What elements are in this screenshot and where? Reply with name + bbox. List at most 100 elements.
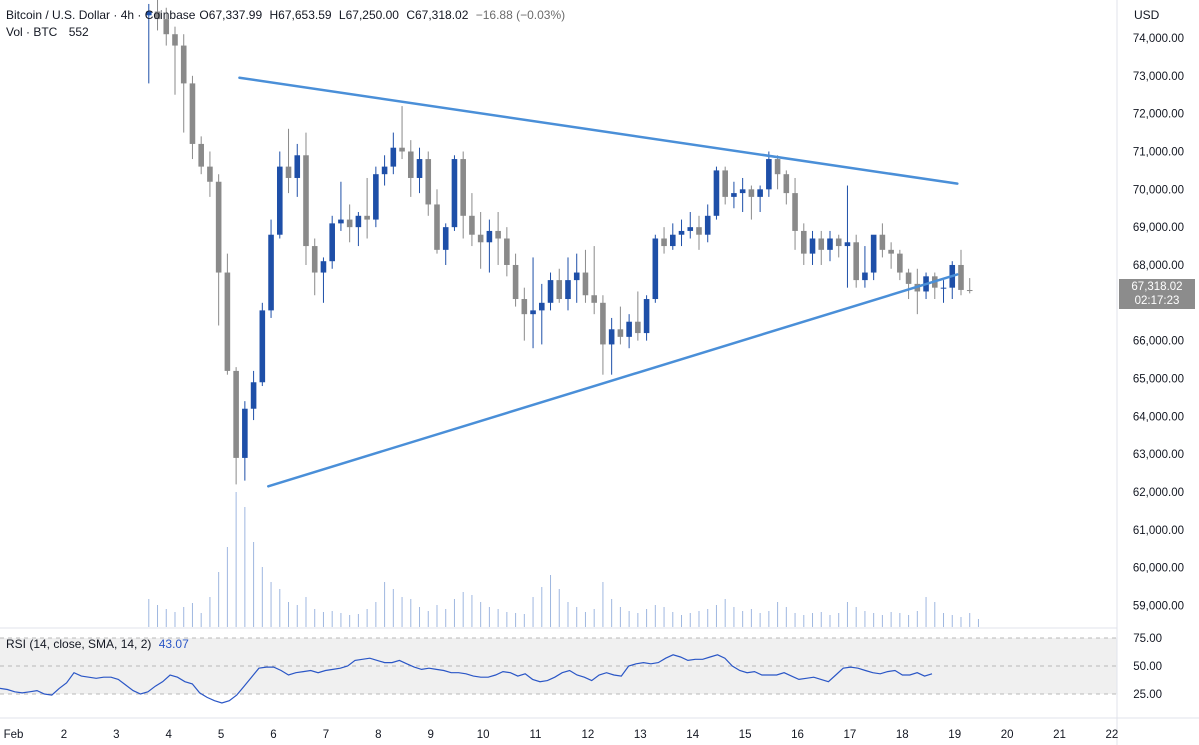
time-tick-label: 5 (218, 729, 224, 741)
candle (294, 143, 301, 197)
volume-bar (960, 617, 962, 627)
rsi-tick-label: 75.00 (1133, 633, 1162, 645)
rsi-label[interactable]: RSI (14, close, SMA, 14, 2) (6, 637, 152, 651)
countdown-timer: 02:17:23 (1134, 295, 1180, 307)
volume-bar (322, 612, 324, 627)
candle (731, 181, 737, 209)
candle (669, 223, 676, 250)
candle-body (827, 238, 833, 250)
candle-body (757, 189, 763, 197)
volume-bar (349, 615, 351, 627)
volume-bar (366, 609, 368, 627)
candle-body (783, 174, 790, 194)
candle-body (469, 215, 475, 235)
candle (215, 174, 222, 326)
candle-body (530, 310, 536, 315)
candle (635, 291, 641, 341)
volume-bar (392, 589, 394, 627)
price-tick-label: 71,000.00 (1133, 146, 1184, 158)
trendline-layer[interactable] (238, 76, 959, 488)
candle-body (774, 159, 781, 175)
high-value: 67,653.59 (278, 8, 332, 22)
volume-bar (200, 613, 202, 627)
candle-body (189, 83, 196, 144)
volume-bar (934, 602, 936, 627)
candle (966, 278, 973, 294)
candle-body (303, 155, 309, 247)
candle-body (617, 329, 624, 337)
candle-layer[interactable] (145, 0, 973, 485)
volume-bar (663, 607, 665, 627)
candle-body (652, 238, 659, 300)
candle (303, 132, 309, 265)
volume-bar (576, 607, 578, 627)
candle (355, 212, 362, 247)
volume-bar (803, 615, 805, 627)
candle (573, 253, 580, 303)
candle (704, 204, 711, 243)
volume-bar (471, 595, 473, 627)
lower-trendline (267, 273, 959, 488)
candle (329, 215, 335, 269)
time-tick-label: 8 (375, 729, 381, 741)
candle-body (870, 234, 877, 273)
candle-body (678, 230, 685, 235)
candle (940, 280, 947, 303)
time-tick-label: 22 (1106, 729, 1119, 741)
candle (643, 295, 650, 341)
candle (608, 317, 615, 375)
candle-body (285, 166, 292, 178)
volume-bar (742, 611, 744, 627)
currency-button[interactable]: USD (1134, 8, 1160, 22)
rsi-pane[interactable]: 75.00 50.00 25.00 (0, 627, 1162, 704)
volume-bar (532, 597, 534, 627)
candle (338, 181, 344, 231)
candle-body (853, 242, 859, 281)
price-tick-label: 73,000.00 (1133, 71, 1184, 83)
high-label: H (269, 8, 279, 22)
volume-bar (331, 611, 333, 627)
candle (268, 219, 274, 318)
volume-bar (410, 599, 412, 627)
candle (189, 75, 196, 160)
candle-body (180, 45, 187, 84)
candle-body (556, 280, 563, 300)
time-axis[interactable]: Feb 2 3 4 5 6 7 8 9 10 11 12 13 14 15 16 17 18 19 20 21 22 (0, 717, 1199, 741)
volume-bar (305, 597, 307, 627)
candle-body (154, 11, 161, 20)
volume-label[interactable]: Vol · BTC (6, 25, 58, 39)
candle-body (844, 242, 851, 247)
candle (154, 0, 161, 31)
candle-body (477, 234, 484, 243)
candle (835, 234, 842, 258)
volume-bar (235, 492, 237, 627)
rsi-line (0, 654, 933, 704)
volume-bar (375, 602, 377, 627)
candle (399, 106, 405, 160)
candle (600, 295, 606, 375)
candle-body (940, 287, 947, 289)
volume-bar (419, 607, 421, 627)
price-tick-label: 74,000.00 (1133, 33, 1184, 45)
candle (486, 219, 493, 273)
volume-bar (453, 599, 455, 627)
candle (617, 306, 624, 345)
volume-bar (593, 609, 595, 627)
volume-bar (427, 611, 429, 627)
symbol-title[interactable]: Bitcoin / U.S. Dollar · 4h · Coinbase (6, 8, 196, 22)
volume-bar (777, 602, 779, 627)
volume-bar (523, 614, 525, 627)
time-tick-label: Feb (4, 729, 24, 741)
candle (538, 283, 545, 345)
volume-bar (436, 605, 438, 627)
candle (591, 246, 597, 315)
candle-body (591, 295, 597, 303)
price-tick-label: 68,000.00 (1133, 260, 1184, 272)
volume-bar (969, 613, 971, 627)
volume-bar (951, 615, 953, 627)
volume-bar (462, 592, 464, 627)
time-tick-label: 16 (791, 729, 804, 741)
volume-bar (733, 607, 735, 627)
